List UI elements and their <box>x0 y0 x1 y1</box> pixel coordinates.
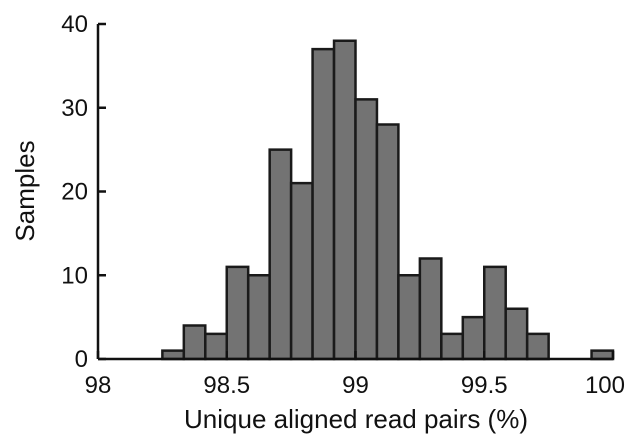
y-axis-ticks: 0 10 20 30 40 <box>61 11 106 373</box>
histogram-bar <box>332 39 357 361</box>
y-tick-label: 30 <box>61 95 88 122</box>
y-tick-label: 20 <box>61 179 88 206</box>
histogram-bar <box>182 324 207 361</box>
y-axis-title: Samples <box>10 140 40 241</box>
x-axis-ticks: 98 98.5 99 99.5 100 <box>85 351 625 399</box>
histogram-bar <box>268 148 293 361</box>
histogram-bar <box>440 332 465 361</box>
x-tick-label: 98 <box>85 372 112 399</box>
histogram-bar <box>525 332 550 361</box>
histogram-bar <box>161 349 186 361</box>
bars-group <box>161 39 615 361</box>
histogram-bar <box>397 274 422 361</box>
x-tick-label: 99.5 <box>461 372 508 399</box>
histogram-bar <box>204 332 228 361</box>
histogram-bar <box>311 47 336 361</box>
histogram-bar <box>590 349 615 361</box>
x-tick-label: 100 <box>585 372 625 399</box>
histogram-bar <box>504 307 529 361</box>
histogram-bar <box>418 257 443 361</box>
histogram-bar <box>354 98 379 361</box>
histogram-bar <box>289 181 314 361</box>
x-tick-label: 99 <box>342 372 369 399</box>
histogram-bar <box>461 315 486 361</box>
y-tick-label: 40 <box>61 11 88 38</box>
x-axis-title: Unique aligned read pairs (%) <box>184 404 528 434</box>
histogram-bar <box>225 265 250 361</box>
y-tick-label: 0 <box>75 346 88 373</box>
histogram-bar <box>246 274 271 361</box>
histogram-bar <box>375 123 400 361</box>
x-tick-label: 98.5 <box>203 372 250 399</box>
histogram-bar <box>483 265 507 361</box>
y-tick-label: 10 <box>61 262 88 289</box>
